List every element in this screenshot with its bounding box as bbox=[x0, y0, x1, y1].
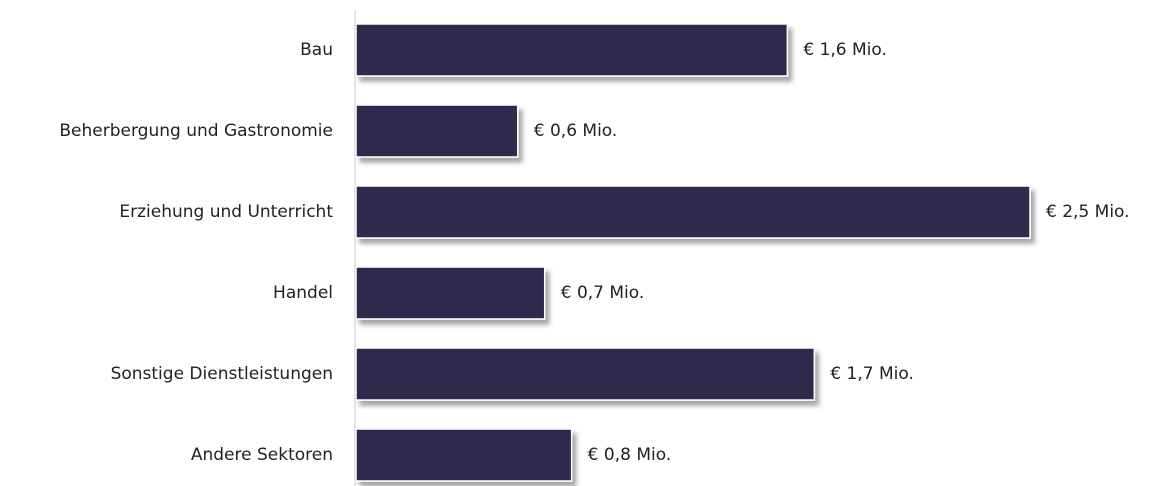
value-label: € 0,6 Mio. bbox=[534, 121, 618, 141]
bar bbox=[355, 185, 1031, 239]
category-label: Beherbergung und Gastronomie bbox=[59, 121, 333, 141]
bar bbox=[355, 266, 546, 320]
category-label: Handel bbox=[273, 283, 333, 303]
category-label: Andere Sektoren bbox=[191, 445, 333, 465]
bar bbox=[355, 347, 816, 401]
bar bbox=[355, 23, 789, 77]
category-label: Sonstige Dienstleistungen bbox=[111, 364, 333, 384]
value-label: € 0,7 Mio. bbox=[561, 283, 645, 303]
value-label: € 0,8 Mio. bbox=[588, 445, 672, 465]
value-label: € 2,5 Mio. bbox=[1046, 202, 1130, 222]
value-label: € 1,7 Mio. bbox=[830, 364, 914, 384]
value-label: € 1,6 Mio. bbox=[803, 40, 887, 60]
bar bbox=[355, 104, 519, 158]
bar bbox=[355, 428, 573, 482]
category-label: Bau bbox=[300, 40, 333, 60]
category-label: Erziehung und Unterricht bbox=[119, 202, 333, 222]
